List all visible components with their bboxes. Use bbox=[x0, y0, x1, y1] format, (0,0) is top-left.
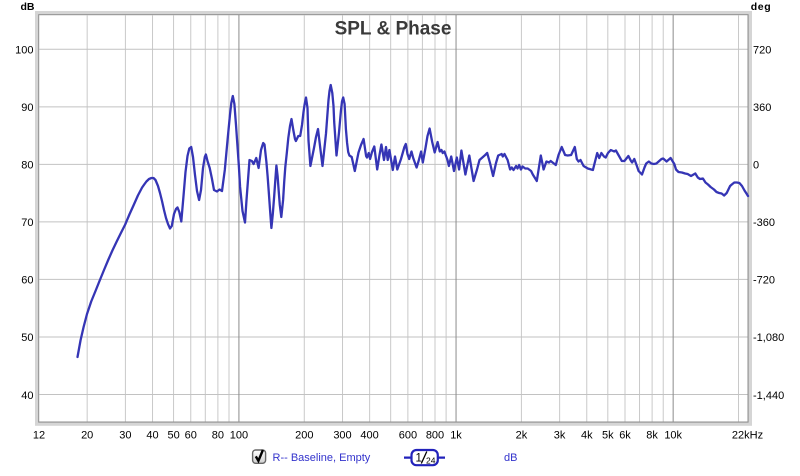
svg-text:6k: 6k bbox=[619, 429, 631, 441]
svg-text:-1,080: -1,080 bbox=[753, 332, 784, 344]
svg-text:22kHz: 22kHz bbox=[732, 429, 763, 441]
svg-text:3k: 3k bbox=[554, 429, 566, 441]
svg-text:600: 600 bbox=[399, 429, 417, 441]
svg-text:-1,440: -1,440 bbox=[753, 390, 784, 402]
svg-text:300: 300 bbox=[333, 429, 351, 441]
svg-text:4k: 4k bbox=[581, 429, 593, 441]
svg-text:30: 30 bbox=[119, 429, 131, 441]
svg-text:20: 20 bbox=[81, 429, 93, 441]
svg-text:-720: -720 bbox=[753, 275, 775, 287]
svg-text:10k: 10k bbox=[664, 429, 682, 441]
svg-text:720: 720 bbox=[753, 45, 771, 57]
svg-text:400: 400 bbox=[360, 429, 378, 441]
svg-text:360: 360 bbox=[753, 102, 771, 114]
svg-text:dB: dB bbox=[21, 1, 35, 13]
svg-text:-360: -360 bbox=[753, 217, 775, 229]
svg-text:60: 60 bbox=[185, 429, 197, 441]
svg-text:SPL & Phase: SPL & Phase bbox=[335, 19, 452, 40]
svg-text:80: 80 bbox=[21, 160, 33, 172]
svg-text:40: 40 bbox=[21, 390, 33, 402]
svg-text:60: 60 bbox=[21, 275, 33, 287]
svg-text:50: 50 bbox=[21, 332, 33, 344]
svg-text:70: 70 bbox=[21, 217, 33, 229]
svg-text:80: 80 bbox=[212, 429, 224, 441]
svg-text:90: 90 bbox=[21, 102, 33, 114]
svg-text:2k: 2k bbox=[516, 429, 528, 441]
svg-text:dB: dB bbox=[504, 452, 517, 464]
svg-text:0: 0 bbox=[753, 160, 759, 172]
svg-text:200: 200 bbox=[295, 429, 313, 441]
svg-text:1k: 1k bbox=[450, 429, 462, 441]
svg-text:24: 24 bbox=[426, 456, 436, 466]
svg-text:5k: 5k bbox=[602, 429, 614, 441]
svg-text:R-- Baseline, Empty: R-- Baseline, Empty bbox=[273, 452, 371, 464]
svg-text:40: 40 bbox=[146, 429, 158, 441]
svg-text:50: 50 bbox=[167, 429, 179, 441]
svg-text:100: 100 bbox=[230, 429, 248, 441]
svg-text:800: 800 bbox=[426, 429, 444, 441]
svg-text:1: 1 bbox=[416, 453, 422, 465]
svg-text:12: 12 bbox=[33, 429, 45, 441]
svg-text:8k: 8k bbox=[646, 429, 658, 441]
svg-text:deg: deg bbox=[751, 1, 771, 13]
svg-text:100: 100 bbox=[15, 45, 33, 57]
